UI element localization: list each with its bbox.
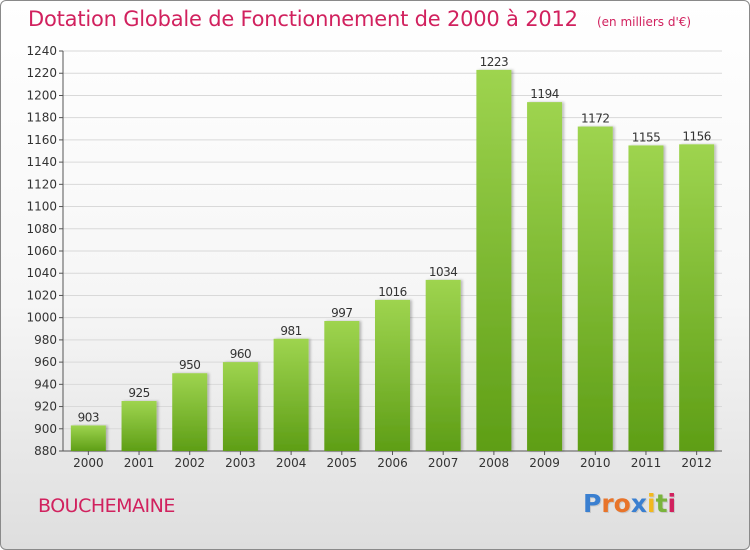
proxiti-logo[interactable]: Proxiti [583,489,677,518]
y-tick-label: 940 [34,377,57,391]
x-tick-label: 2005 [327,456,358,470]
y-tick-label: 980 [34,333,57,347]
y-tick-label: 1100 [26,200,57,214]
bar-value-label: 950 [179,358,200,372]
x-tick-label: 2003 [225,456,256,470]
x-tick-label: 2010 [580,456,611,470]
bar [679,144,715,452]
bar [324,321,360,451]
bar-value-label: 960 [230,347,251,361]
x-tick-label: 2012 [681,456,712,470]
x-tick-label: 2011 [631,456,662,470]
x-tick-label: 2007 [428,456,459,470]
x-tick-label: 2002 [174,456,205,470]
bar [222,362,258,451]
y-tick-label: 1180 [26,111,57,125]
bar [375,299,410,451]
bar-value-label: 1194 [530,87,559,101]
bar-value-label: 1034 [429,265,458,279]
chart-title-row: Dotation Globale de Fonctionnement de 20… [28,7,691,31]
bar-value-label: 981 [280,324,301,338]
y-tick-label: 1020 [26,288,57,302]
bar [527,102,563,451]
x-tick-label: 2009 [529,456,560,470]
y-tick-label: 880 [34,444,57,458]
y-tick-label: 1040 [26,266,57,280]
bar [121,401,157,451]
x-tick-label: 2004 [276,456,307,470]
y-tick-label: 920 [34,400,57,414]
chart-title: Dotation Globale de Fonctionnement de 20… [28,7,578,31]
y-tick-label: 900 [34,422,57,436]
bar [577,126,613,452]
y-tick-label: 1220 [26,66,57,80]
bar [172,373,208,451]
y-tick-label: 1060 [26,244,57,258]
commune-name: BOUCHEMAINE [38,495,175,517]
chart-unit: (en milliers d'€) [596,15,692,29]
bar [476,69,512,451]
bar [70,425,106,451]
x-tick-label: 2006 [377,456,408,470]
y-tick-label: 1200 [26,88,57,102]
bar-value-label: 1223 [480,55,509,69]
x-tick-label: 2000 [73,456,104,470]
y-tick-label: 1240 [26,44,57,58]
y-tick-label: 1080 [26,222,57,236]
bar-value-label: 1016 [378,285,407,299]
bar-value-label: 1172 [581,112,610,126]
y-tick-label: 1140 [26,155,57,169]
y-tick-label: 960 [34,355,57,369]
bar [628,145,664,451]
bar [425,279,461,451]
y-tick-label: 1160 [26,133,57,147]
bar-value-label: 1156 [682,129,711,143]
bar-value-label: 903 [78,410,99,424]
x-tick-label: 2001 [124,456,155,470]
y-tick-label: 1120 [26,177,57,191]
bar-value-label: 997 [331,306,352,320]
bar [273,338,309,451]
bar-value-label: 925 [128,386,149,400]
bar-value-label: 1155 [632,130,661,144]
x-tick-label: 2008 [479,456,510,470]
y-tick-label: 1000 [26,311,57,325]
